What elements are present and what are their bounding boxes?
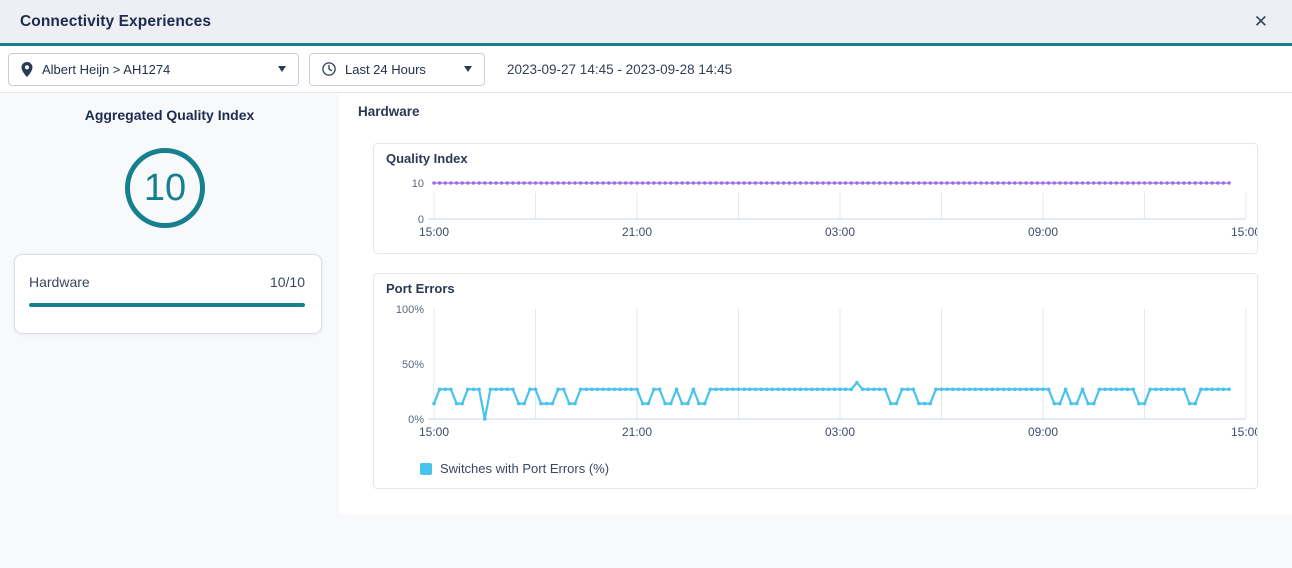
svg-text:15:00: 15:00 <box>1231 225 1258 239</box>
hardware-progress-fill <box>29 303 305 307</box>
time-range-value: Last 24 Hours <box>345 61 426 77</box>
quality-score-circle: 10 <box>125 148 205 228</box>
time-range-dropdown[interactable]: Last 24 Hours <box>309 52 485 86</box>
svg-text:50%: 50% <box>402 359 424 371</box>
svg-text:15:00: 15:00 <box>419 425 449 439</box>
metric-label: Hardware <box>29 274 90 290</box>
svg-text:09:00: 09:00 <box>1028 425 1058 439</box>
svg-text:21:00: 21:00 <box>622 225 652 239</box>
close-icon[interactable]: ✕ <box>1250 9 1272 34</box>
chart-title: Port Errors <box>386 281 455 296</box>
modal-header: Connectivity Experiences ✕ <box>0 0 1292 46</box>
svg-text:15:00: 15:00 <box>419 225 449 239</box>
legend: Switches with Port Errors (%) <box>420 461 609 476</box>
caret-down-icon <box>464 66 472 72</box>
hardware-section-panel: Hardware 10 0 15:00 21:00 03:00 09:00 15:00 Qu… <box>339 93 1292 514</box>
svg-text:15:00: 15:00 <box>1231 425 1258 439</box>
port-errors-chart-card: 100% 50% 0% 15:00 21:00 03:00 09:00 15:00 Port … <box>373 273 1258 489</box>
caret-down-icon <box>278 66 286 72</box>
site-selector-dropdown[interactable]: Albert Heijn > AH1274 <box>8 52 299 86</box>
modal-title: Connectivity Experiences <box>20 12 212 30</box>
site-selector-value: Albert Heijn > AH1274 <box>42 61 171 77</box>
metric-score: 10/10 <box>269 274 305 290</box>
filter-bar: Albert Heijn > AH1274 Last 24 Hours 2023… <box>0 46 1292 93</box>
section-title: Hardware <box>358 104 420 119</box>
clock-icon <box>322 62 336 76</box>
chart-title: Quality Index <box>386 151 468 166</box>
location-pin-icon <box>21 61 33 77</box>
svg-text:10: 10 <box>412 178 424 190</box>
date-range-text: 2023-09-27 14:45 - 2023-09-28 14:45 <box>507 61 733 77</box>
svg-text:21:00: 21:00 <box>622 425 652 439</box>
quality-score-value: 10 <box>143 166 187 209</box>
svg-text:09:00: 09:00 <box>1028 225 1058 239</box>
port-errors-chart: 100%50%0%15:00 21:00 03:00 09:00 15:00 <box>396 304 1258 439</box>
legend-label: Switches with Port Errors (%) <box>440 461 610 476</box>
legend-swatch <box>420 462 432 475</box>
svg-text:0: 0 <box>418 214 424 226</box>
summary-sidebar: Aggregated Quality Index 10 Hardware 10/… <box>0 93 339 564</box>
hardware-progress-track <box>29 303 305 307</box>
svg-text:03:00: 03:00 <box>825 425 855 439</box>
svg-text:0%: 0% <box>408 414 424 426</box>
hardware-metric-card[interactable]: Hardware 10/10 <box>14 254 322 334</box>
content-area: Aggregated Quality Index 10 Hardware 10/… <box>0 93 1292 564</box>
svg-text:03:00: 03:00 <box>825 225 855 239</box>
svg-text:100%: 100% <box>396 304 424 316</box>
aggregated-quality-index-title: Aggregated Quality Index <box>84 107 255 123</box>
quality-index-chart-card: 10 0 15:00 21:00 03:00 09:00 15:00 Quality Ind… <box>373 143 1258 254</box>
